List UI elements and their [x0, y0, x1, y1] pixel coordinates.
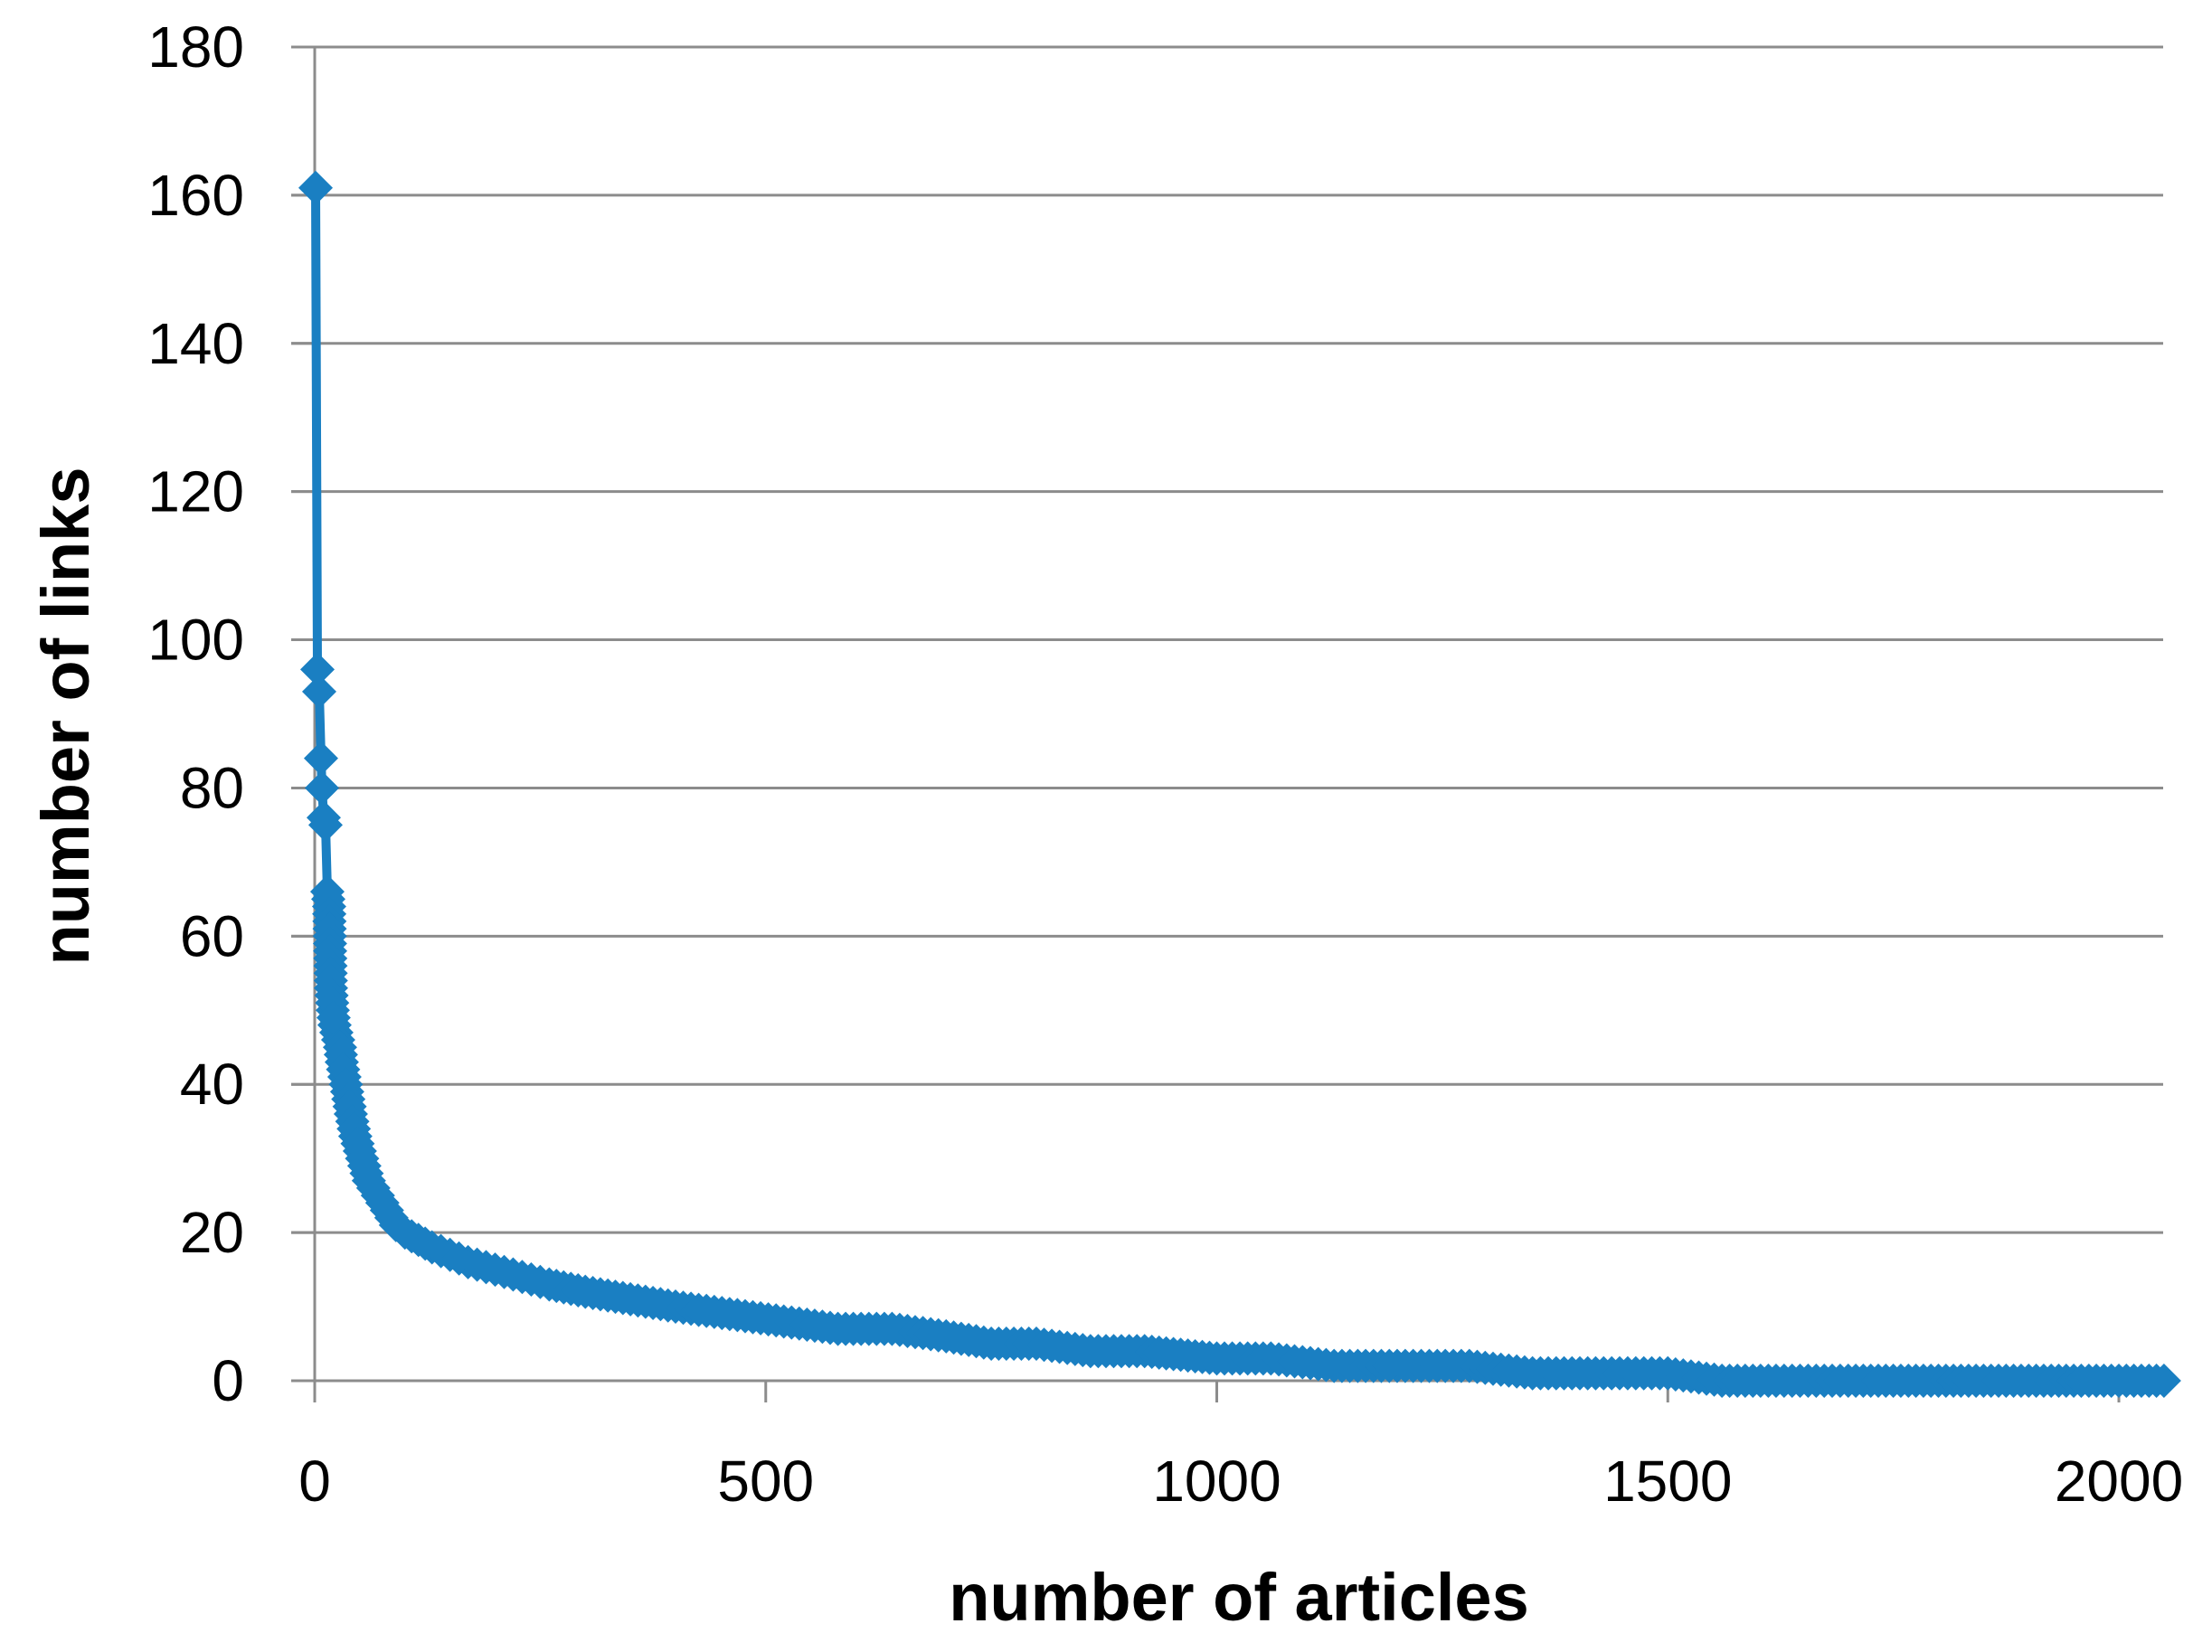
- x-tick-label-2000: 2000: [2055, 1449, 2183, 1514]
- y-tick-label-140: 140: [147, 311, 244, 376]
- series-line-0: [311, 183, 2169, 1385]
- y-tick-label-160: 160: [147, 163, 244, 228]
- series-0-marker-4: [304, 770, 339, 806]
- y-tick-label-100: 100: [147, 608, 244, 673]
- series: [298, 170, 2181, 1398]
- series-0-fill-marker: [2139, 1364, 2174, 1398]
- y-tick-label-0: 0: [212, 1348, 244, 1413]
- series-0-marker-1: [299, 652, 335, 687]
- y-tick-label-40: 40: [180, 1052, 244, 1117]
- y-tick-label-80: 80: [180, 755, 244, 820]
- x-tick-label-0: 0: [298, 1449, 331, 1514]
- y-tick-label-180: 180: [147, 14, 244, 80]
- y-tick-label-120: 120: [147, 459, 244, 524]
- series-0-marker-2: [301, 674, 336, 709]
- series-0-marker-0: [298, 170, 333, 205]
- x-tick-label-500: 500: [717, 1449, 814, 1514]
- x-tick-label-1000: 1000: [1152, 1449, 1281, 1514]
- series-0-fill-marker: [373, 1200, 409, 1235]
- x-tick-label-1500: 1500: [1603, 1449, 1732, 1514]
- series-0-marker-3: [303, 741, 338, 776]
- y-axis-title: number of links: [28, 467, 103, 966]
- series-0-marker-6: [307, 807, 343, 843]
- x-tick-labels: 0 500 1000 1500 2000: [298, 1449, 2183, 1514]
- gridlines: [291, 45, 2163, 1383]
- x-axis-title: number of articles: [949, 1560, 1529, 1635]
- y-tick-labels: 0 20 40 60 80 100 120 140 160 180: [147, 14, 244, 1413]
- series-0-fill-marker: [316, 1000, 351, 1035]
- axes: [291, 45, 2121, 1402]
- y-tick-label-60: 60: [180, 903, 244, 968]
- y-tick-label-20: 20: [180, 1200, 244, 1265]
